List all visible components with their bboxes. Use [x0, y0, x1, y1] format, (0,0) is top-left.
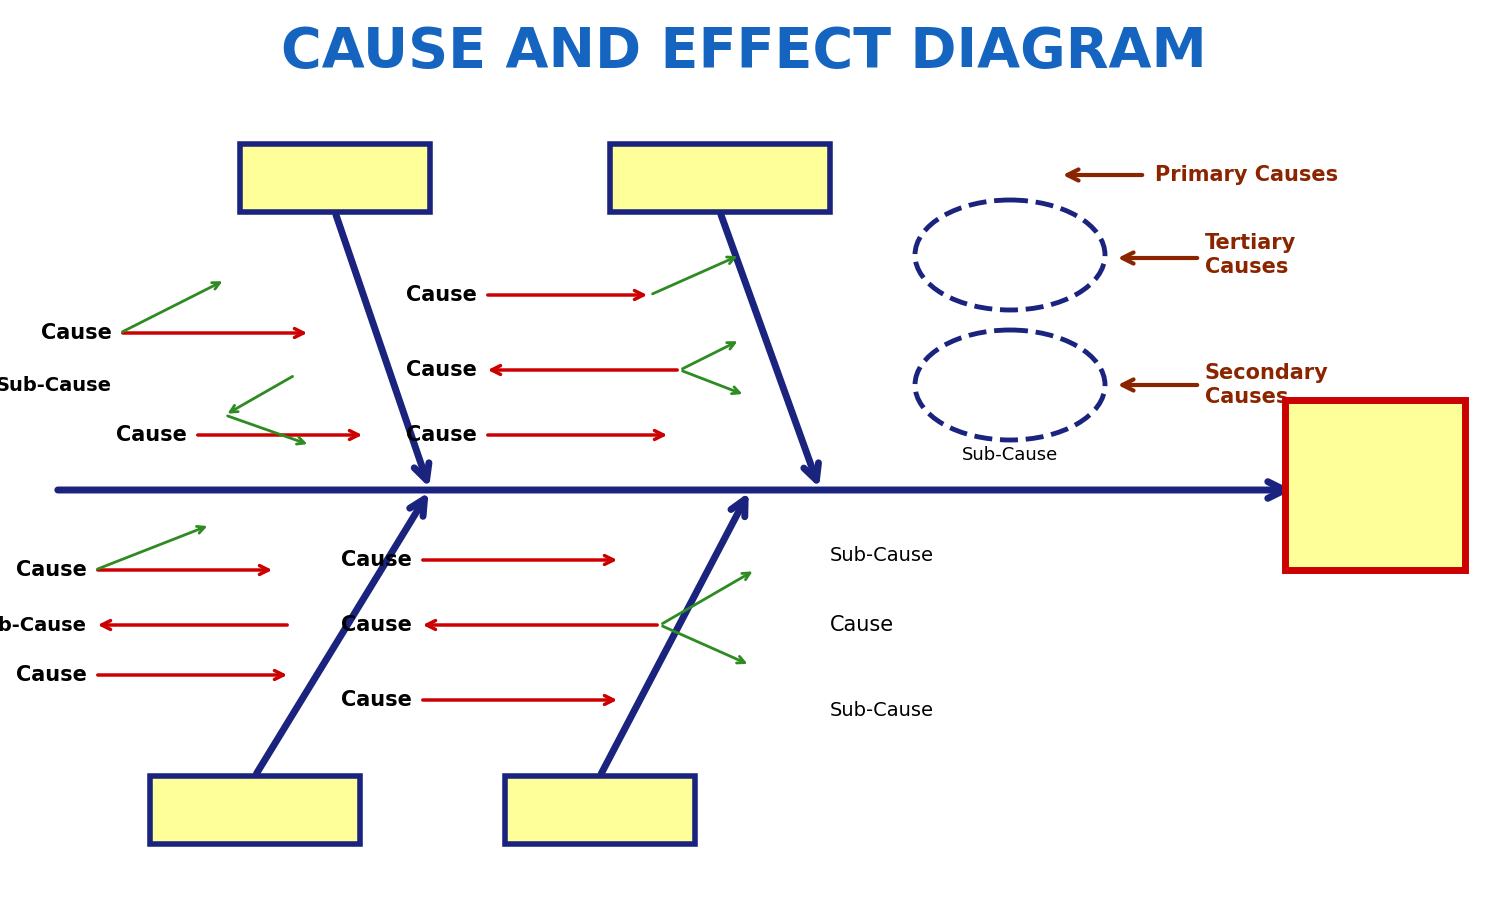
Text: MATERIAL: MATERIAL [182, 797, 329, 823]
Text: Sub-Cause: Sub-Cause [0, 615, 86, 634]
Text: Sub-Cause: Sub-Cause [830, 546, 934, 565]
Text: Cause: Cause [16, 560, 86, 580]
Text: Cause: Cause [341, 550, 412, 570]
Text: Cause: Cause [116, 425, 187, 445]
FancyBboxPatch shape [610, 144, 830, 212]
Text: Cause: Cause [406, 360, 478, 380]
Text: PROBLEM
or EFFECT: PROBLEM or EFFECT [1293, 455, 1458, 515]
Ellipse shape [915, 200, 1106, 310]
Text: Sub-Cause: Sub-Cause [961, 446, 1058, 464]
Text: Cause: Cause [972, 375, 1048, 395]
Text: Cause: Cause [406, 425, 478, 445]
Text: Primary Causes: Primary Causes [1155, 165, 1338, 185]
Ellipse shape [915, 330, 1106, 440]
Text: MAN: MAN [301, 165, 369, 191]
Text: Cause: Cause [830, 615, 894, 635]
Text: Sub-Cause: Sub-Cause [957, 246, 1064, 264]
Text: Cause: Cause [16, 665, 86, 685]
Text: CAUSE AND EFFECT DIAGRAM: CAUSE AND EFFECT DIAGRAM [281, 25, 1207, 79]
Text: Tertiary
Causes: Tertiary Causes [1205, 233, 1296, 277]
Text: METHOD: METHOD [536, 797, 664, 823]
Text: Cause: Cause [341, 690, 412, 710]
FancyBboxPatch shape [504, 776, 695, 844]
Text: Cause: Cause [406, 285, 478, 305]
Text: Sub-Cause: Sub-Cause [830, 700, 934, 719]
Text: Cause: Cause [341, 615, 412, 635]
Text: Cause: Cause [42, 323, 112, 343]
FancyBboxPatch shape [1286, 400, 1466, 570]
Text: Secondary
Causes: Secondary Causes [1205, 364, 1329, 406]
Text: MACHINE: MACHINE [652, 165, 789, 191]
FancyBboxPatch shape [150, 776, 360, 844]
Text: Sub-Cause: Sub-Cause [0, 376, 112, 395]
FancyBboxPatch shape [240, 144, 430, 212]
